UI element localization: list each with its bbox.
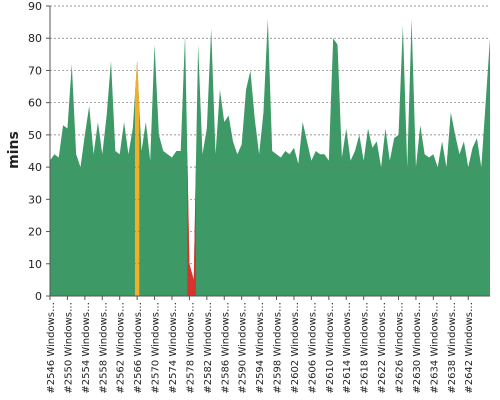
highlight-area — [187, 149, 192, 296]
x-tick-label: #2546 Windows… — [46, 302, 57, 394]
x-tick-label: #2578 Windows… — [185, 302, 196, 394]
x-tick-label: #2570 Windows… — [151, 302, 162, 394]
y-tick-label: 10 — [28, 258, 42, 271]
y-tick-label: 80 — [28, 32, 42, 45]
x-tick-label: #2638 Windows… — [447, 302, 458, 394]
y-tick-label: 90 — [28, 0, 42, 13]
y-tick-label: 50 — [28, 129, 42, 142]
x-tick-label: #2626 Windows… — [395, 302, 406, 394]
y-tick-label: 60 — [28, 97, 42, 110]
area — [50, 18, 490, 297]
x-tick-label: #2598 Windows… — [273, 302, 284, 394]
y-tick-label: 20 — [28, 226, 42, 239]
x-tick-label: #2590 Windows… — [238, 302, 249, 394]
x-tick-label: #2566 Windows… — [133, 302, 144, 394]
x-tick-label: #2582 Windows… — [203, 302, 214, 394]
highlight-area — [191, 162, 196, 296]
x-tick-label: #2622 Windows… — [377, 302, 388, 394]
y-tick-label: 0 — [35, 290, 42, 303]
x-tick-label: #2554 Windows… — [81, 302, 92, 394]
x-tick-label: #2606 Windows… — [307, 302, 318, 394]
x-tick-label: #2614 Windows… — [342, 302, 353, 394]
x-tick-label: #2634 Windows… — [429, 302, 440, 394]
x-tick-label: #2558 Windows… — [98, 302, 109, 394]
y-tick-label: 40 — [28, 161, 42, 174]
y-tick-label: 70 — [28, 64, 42, 77]
x-tick-label: #2574 Windows… — [168, 302, 179, 394]
x-tick-label: #2550 Windows… — [63, 302, 74, 394]
x-tick-label: #2594 Windows… — [255, 302, 266, 394]
x-tick-label: #2618 Windows… — [360, 302, 371, 394]
y-axis-label: mins — [6, 131, 22, 169]
x-tick-label: #2562 Windows… — [116, 302, 127, 394]
x-tick-label: #2630 Windows… — [412, 302, 423, 394]
y-tick-label: 30 — [28, 193, 42, 206]
highlight-area — [134, 60, 140, 297]
x-tick-label: #2602 Windows… — [290, 302, 301, 394]
x-tick-label: #2610 Windows… — [325, 302, 336, 394]
x-tick-label: #2642 Windows… — [464, 302, 475, 394]
x-tick-label: #2586 Windows… — [220, 302, 231, 394]
